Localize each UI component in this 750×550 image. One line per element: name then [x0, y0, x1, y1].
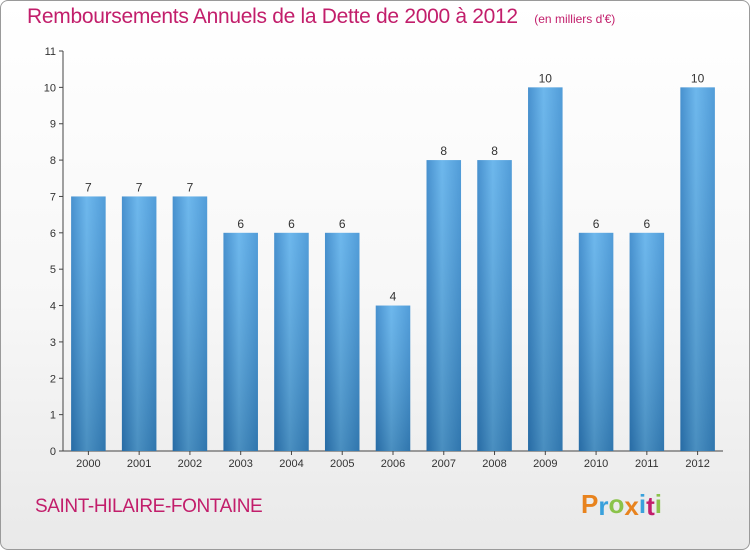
commune-name: SAINT-HILAIRE-FONTAINE: [35, 496, 263, 517]
y-tick-label: 3: [50, 337, 56, 349]
logo-letter: P: [581, 489, 599, 519]
x-tick-label: 2001: [127, 458, 151, 470]
bar-shade-2001: [121, 196, 157, 451]
logo-letter: r: [598, 491, 609, 521]
title-row: Remboursements Annuels de la Dette de 20…: [27, 5, 615, 29]
y-tick-label: 2: [50, 373, 56, 385]
x-tick-label: 2012: [685, 458, 709, 470]
y-tick-label: 8: [50, 155, 56, 167]
bar-shade-2006: [375, 305, 411, 451]
y-tick-label: 9: [50, 119, 56, 131]
y-tick-label: 0: [50, 446, 56, 458]
data-label-2002: 7: [187, 180, 194, 194]
y-tick-label: 1: [50, 410, 56, 422]
x-tick-label: 2009: [533, 458, 557, 470]
x-tick-label: 2000: [76, 458, 100, 470]
x-tick-label: 2003: [228, 458, 252, 470]
data-label-2005: 6: [339, 217, 346, 231]
bar-shade-2010: [578, 232, 614, 451]
x-tick-label: 2010: [584, 458, 608, 470]
bar-shade-2009: [528, 87, 563, 451]
data-label-2009: 10: [539, 71, 553, 85]
data-label-2010: 6: [593, 217, 600, 231]
logo-letter: o: [608, 489, 625, 519]
bar-shade-2005: [324, 232, 360, 451]
bar-shade-2007: [426, 160, 462, 451]
data-label-2011: 6: [644, 217, 651, 231]
x-tick-label: 2004: [279, 458, 303, 470]
logo-letter: i: [638, 489, 647, 519]
chart-title: Remboursements Annuels de la Dette de 20…: [27, 5, 518, 28]
logo-letter: t: [646, 491, 655, 521]
y-tick-label: 5: [50, 264, 56, 276]
bar-shade-2004: [274, 232, 309, 451]
bar-shade-2011: [629, 232, 665, 451]
bar-shade-2003: [223, 232, 258, 451]
data-label-2008: 8: [491, 144, 498, 158]
y-tick-label: 4: [50, 301, 56, 313]
x-tick-label: 2002: [178, 458, 202, 470]
y-tick-label: 10: [44, 82, 56, 94]
x-tick-label: 2007: [432, 458, 456, 470]
y-tick-label: 6: [50, 228, 56, 240]
bar-shade-2000: [71, 196, 106, 451]
proxiti-logo[interactable]: Proxiti: [581, 489, 662, 521]
x-tick-label: 2008: [482, 458, 506, 470]
x-tick-label: 2006: [381, 458, 405, 470]
data-label-2001: 7: [136, 180, 143, 194]
y-tick-label: 11: [45, 46, 56, 58]
x-tick-label: 2011: [635, 458, 659, 470]
y-tick-label: 7: [50, 191, 56, 203]
data-label-2007: 8: [440, 144, 447, 158]
chart-unit: (en milliers d'€): [534, 12, 616, 26]
data-label-2006: 4: [390, 290, 397, 304]
bar-shade-2008: [477, 160, 512, 451]
logo-letter: i: [654, 489, 662, 519]
bar-shade-2002: [172, 196, 208, 451]
logo-letter: x: [624, 491, 639, 521]
data-label-2003: 6: [237, 217, 244, 231]
data-label-2004: 6: [288, 217, 295, 231]
data-label-2000: 7: [85, 180, 92, 194]
data-label-2012: 10: [691, 71, 705, 85]
bar-shade-2012: [680, 87, 715, 451]
x-tick-label: 2005: [330, 458, 354, 470]
